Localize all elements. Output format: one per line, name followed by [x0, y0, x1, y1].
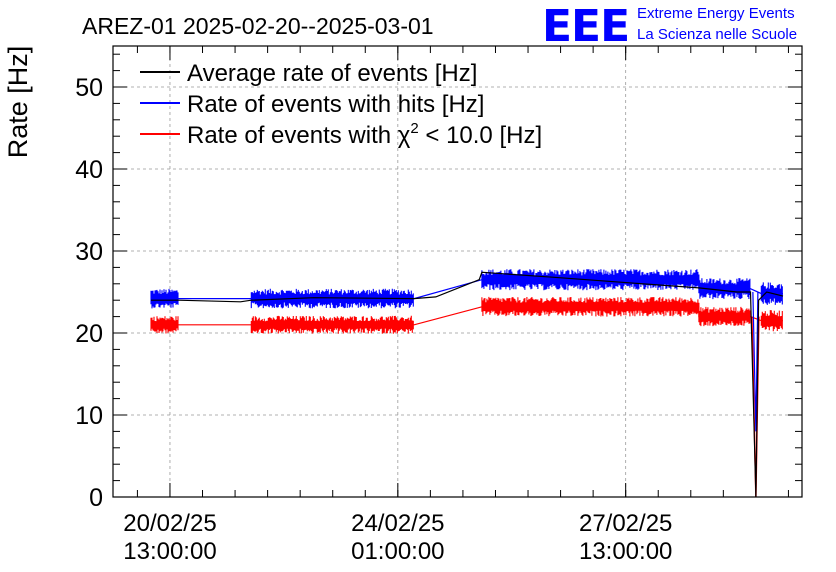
- y-tick-label: 50: [75, 74, 103, 102]
- y-tick-label: 0: [89, 484, 103, 512]
- x-tick-label-date: 24/02/25: [351, 510, 444, 537]
- legend: Average rate of events [Hz] Rate of event…: [140, 60, 542, 149]
- x-tick-label-time: 13:00:00: [123, 538, 216, 565]
- y-tick-label: 10: [75, 402, 103, 430]
- eee-logo: EEE Extreme Energy Events La Scienza nel…: [542, 1, 797, 52]
- series-connector: [151, 306, 783, 326]
- y-axis-label: Rate [Hz]: [3, 46, 33, 159]
- x-tick-label-time: 13:00:00: [579, 538, 672, 565]
- axes: 0102030405020/02/2513:00:0024/02/2501:00…: [75, 45, 803, 565]
- series-ff0000: [150, 296, 783, 334]
- logo-line-2: La Scienza nelle Scuole: [637, 26, 797, 43]
- data-band: [481, 296, 700, 317]
- chart-title: AREZ-01 2025-02-20--2025-03-01: [82, 13, 434, 39]
- y-tick-label: 30: [75, 238, 103, 266]
- blue-dip: [752, 291, 759, 432]
- grid: [113, 46, 802, 497]
- legend-label: Rate of events with hits [Hz]: [187, 91, 484, 118]
- data-series: [150, 269, 784, 498]
- x-tick-label-date: 20/02/25: [123, 510, 216, 537]
- x-tick-label-date: 27/02/25: [579, 510, 672, 537]
- logo-mark: EEE: [542, 1, 629, 52]
- y-tick-label: 40: [75, 156, 103, 184]
- plot-frame: [112, 45, 803, 498]
- legend-label: Average rate of events [Hz]: [187, 60, 477, 87]
- logo-line-1: Extreme Energy Events: [637, 5, 795, 22]
- average-rate-line: [151, 271, 784, 498]
- y-tick-label: 20: [75, 320, 103, 348]
- x-tick-label-time: 01:00:00: [351, 538, 444, 565]
- legend-label: Rate of events with χ2 < 10.0 [Hz]: [187, 120, 542, 149]
